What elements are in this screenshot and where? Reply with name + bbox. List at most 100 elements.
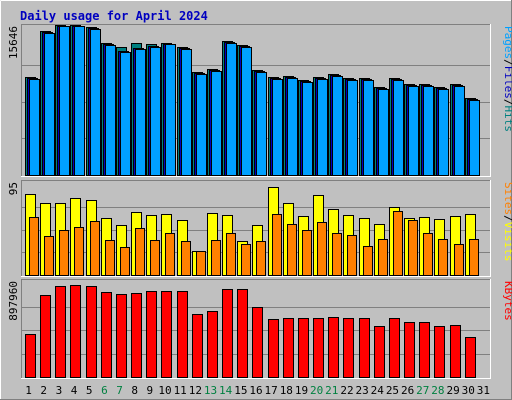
bar-sites-day-16 bbox=[256, 241, 266, 276]
bar-pages-day-5 bbox=[90, 29, 101, 176]
day-label-10: 10 bbox=[158, 384, 171, 397]
day-label-4: 4 bbox=[71, 384, 78, 397]
bar-pages-day-14 bbox=[226, 43, 237, 176]
bar-kbytes-day-21 bbox=[328, 317, 339, 378]
bar-sites-day-11 bbox=[181, 241, 191, 276]
bar-kbytes-day-11 bbox=[177, 291, 188, 378]
day-label-29: 29 bbox=[446, 384, 459, 397]
bar-kbytes-day-14 bbox=[222, 289, 233, 378]
day-label-6: 6 bbox=[101, 384, 108, 397]
bar-pages-day-26 bbox=[408, 86, 419, 176]
bar-kbytes-day-20 bbox=[313, 318, 324, 378]
day-label-20: 20 bbox=[310, 384, 323, 397]
bar-sites-day-18 bbox=[287, 224, 297, 276]
bar-kbytes-day-12 bbox=[192, 314, 203, 378]
bar-pages-day-19 bbox=[302, 82, 313, 176]
panel-bot-legend: KBytes bbox=[502, 281, 512, 321]
bar-sites-day-10 bbox=[165, 233, 175, 276]
bar-kbytes-day-7 bbox=[116, 294, 127, 378]
day-label-5: 5 bbox=[86, 384, 93, 397]
day-label-15: 15 bbox=[234, 384, 247, 397]
bar-pages-day-27 bbox=[423, 86, 434, 176]
bar-kbytes-day-10 bbox=[161, 291, 172, 378]
bar-sites-day-19 bbox=[302, 230, 312, 276]
bar-sites-day-14 bbox=[226, 233, 236, 276]
bar-kbytes-day-13 bbox=[207, 311, 218, 378]
bar-kbytes-day-17 bbox=[268, 319, 279, 378]
bar-pages-day-30 bbox=[469, 100, 480, 176]
day-label-24: 24 bbox=[371, 384, 385, 397]
day-label-18: 18 bbox=[280, 384, 293, 397]
bar-kbytes-day-16 bbox=[252, 307, 263, 378]
bar-sites-day-23 bbox=[363, 246, 373, 276]
bar-pages-day-18 bbox=[287, 78, 298, 176]
legend-separator: / bbox=[502, 59, 512, 66]
bar-kbytes-day-23 bbox=[359, 318, 370, 378]
bar-sites-day-28 bbox=[438, 239, 448, 276]
legend-kbytes: KBytes bbox=[502, 281, 512, 321]
day-label-3: 3 bbox=[56, 384, 63, 397]
bar-kbytes-day-25 bbox=[389, 318, 400, 378]
bar-pages-day-6 bbox=[105, 45, 116, 176]
bar-kbytes-day-2 bbox=[40, 295, 51, 378]
day-label-22: 22 bbox=[340, 384, 353, 397]
bar-pages-day-12 bbox=[196, 74, 207, 176]
bar-pages-day-22 bbox=[347, 80, 358, 176]
bar-pages-day-20 bbox=[317, 79, 328, 176]
chart-panels: 15646Pages/Files/Hits95Sites/Visits89796… bbox=[7, 24, 512, 379]
bar-kbytes-day-26 bbox=[404, 322, 415, 378]
legend-files: Files bbox=[502, 66, 512, 99]
bar-sites-day-1 bbox=[29, 217, 39, 276]
bar-pages-day-13 bbox=[211, 71, 222, 176]
bar-pages-day-16 bbox=[256, 72, 267, 176]
bar-sites-day-21 bbox=[332, 233, 342, 276]
legend-separator: / bbox=[502, 99, 512, 106]
bar-pages-day-9 bbox=[150, 47, 161, 176]
day-label-27: 27 bbox=[416, 384, 429, 397]
bar-kbytes-day-18 bbox=[283, 318, 294, 378]
bar-pages-day-25 bbox=[393, 80, 404, 176]
bar-pages-day-28 bbox=[438, 89, 449, 176]
bar-sites-day-15 bbox=[241, 244, 251, 276]
bar-sites-day-13 bbox=[211, 240, 221, 276]
bar-sites-day-3 bbox=[59, 230, 69, 276]
panel-bot-max-label: 897960 bbox=[7, 281, 20, 321]
legend-sites: Sites bbox=[502, 182, 512, 215]
day-label-19: 19 bbox=[295, 384, 308, 397]
bar-sites-day-25 bbox=[393, 211, 403, 276]
panel-bot: 897960 KBytes bbox=[7, 279, 512, 379]
day-label-14: 14 bbox=[219, 384, 233, 397]
bar-sites-day-17 bbox=[272, 214, 282, 276]
bar-kbytes-day-5 bbox=[86, 286, 97, 378]
bar-sites-day-4 bbox=[74, 227, 84, 276]
bar-pages-day-8 bbox=[135, 49, 146, 176]
bar-kbytes-day-8 bbox=[131, 293, 142, 378]
bar-kbytes-day-1 bbox=[25, 334, 36, 378]
legend-visits: Visits bbox=[502, 222, 512, 262]
day-label-1: 1 bbox=[25, 384, 32, 397]
bar-sites-day-8 bbox=[135, 228, 145, 276]
panel-top-max-label: 15646 bbox=[7, 26, 20, 59]
bar-pages-day-3 bbox=[59, 26, 70, 176]
bar-kbytes-day-9 bbox=[146, 291, 157, 378]
legend-pages: Pages bbox=[502, 26, 512, 59]
bar-pages-day-2 bbox=[44, 33, 55, 176]
bar-kbytes-day-4 bbox=[70, 285, 81, 378]
bar-sites-day-20 bbox=[317, 222, 327, 276]
day-label-8: 8 bbox=[131, 384, 138, 397]
bar-pages-day-10 bbox=[165, 44, 176, 176]
day-label-7: 7 bbox=[116, 384, 123, 397]
bar-kbytes-day-19 bbox=[298, 318, 309, 378]
bar-kbytes-day-3 bbox=[55, 286, 66, 378]
bar-sites-day-22 bbox=[347, 235, 357, 276]
day-label-21: 21 bbox=[325, 384, 338, 397]
bar-sites-day-26 bbox=[408, 220, 418, 276]
day-label-11: 11 bbox=[174, 384, 187, 397]
bar-sites-day-6 bbox=[105, 240, 115, 276]
bar-kbytes-day-24 bbox=[374, 326, 385, 378]
bar-sites-day-5 bbox=[90, 221, 100, 276]
bar-sites-day-7 bbox=[120, 247, 130, 276]
panel-mid: 95 Sites/Visits bbox=[7, 180, 512, 277]
